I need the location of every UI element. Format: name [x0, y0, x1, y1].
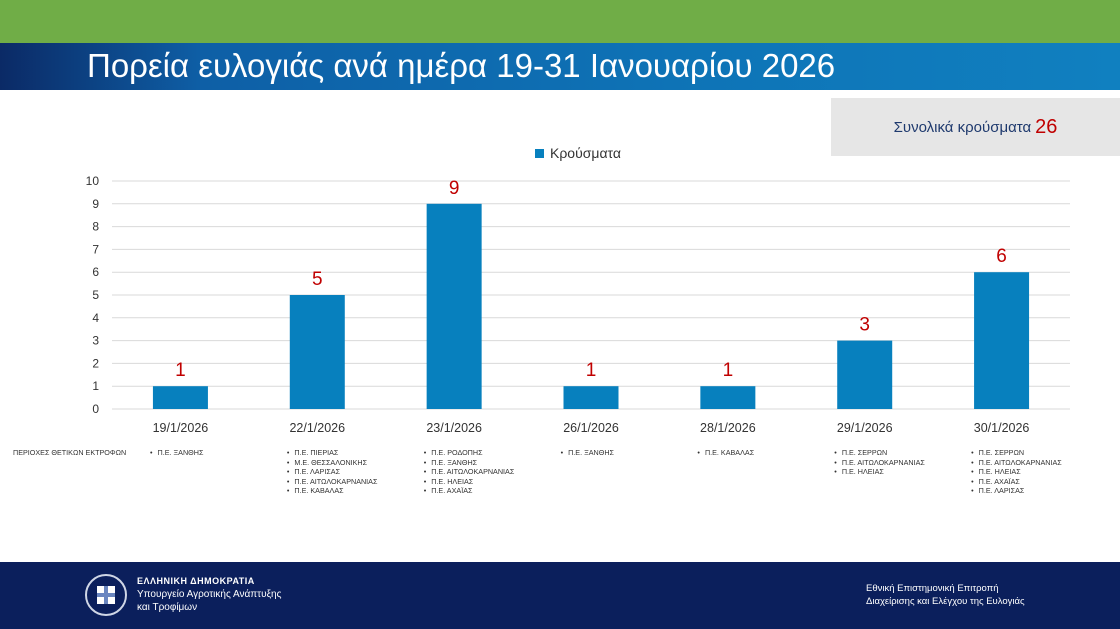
y-tick-label: 10 [86, 174, 100, 188]
y-tick-label: 7 [92, 242, 99, 256]
y-tick-label: 6 [92, 265, 99, 279]
region-item: Π.Ε. ΣΕΡΡΩΝ [971, 448, 1062, 458]
y-tick-label: 8 [92, 220, 99, 234]
regions-label: ΠΕΡΙΟΧΕΣ ΘΕΤΙΚΩΝ ΕΚΤΡΟΦΩΝ [13, 448, 127, 457]
region-list: Π.Ε. ΡΟΔΟΠΗΣΠ.Ε. ΞΑΝΘΗΣΠ.Ε. ΑΙΤΩΛΟΚΑΡΝΑΝ… [424, 448, 515, 496]
region-item: Π.Ε. ΑΙΤΩΛΟΚΑΡΝΑΝΙΑΣ [287, 477, 377, 487]
region-list: Π.Ε. ΣΕΡΡΩΝΠ.Ε. ΑΙΤΩΛΟΚΑΡΝΑΝΙΑΣΠ.Ε. ΗΛΕΙ… [971, 448, 1062, 496]
bar [700, 386, 756, 409]
y-tick-label: 0 [92, 402, 99, 416]
region-item: Π.Ε. ΑΧΑΪΑΣ [971, 477, 1062, 487]
y-tick-label: 1 [92, 379, 99, 393]
bar [563, 386, 619, 409]
bar [152, 386, 208, 409]
footer-org-line2: Υπουργείο Αγροτικής Ανάπτυξης [137, 589, 282, 600]
region-list: Π.Ε. ΞΑΝΘΗΣ [561, 448, 614, 458]
bar [837, 340, 893, 409]
x-tick-label: 28/1/2026 [700, 421, 756, 435]
total-value: 26 [1035, 115, 1058, 138]
x-tick-label: 29/1/2026 [837, 421, 893, 435]
data-label: 6 [996, 246, 1007, 267]
data-label: 3 [859, 315, 870, 336]
footer-org-line1: ΕΛΛΗΝΙΚΗ ΔΗΜΟΚΡΑΤΙΑ [137, 576, 255, 586]
footer-org-line3: και Τροφίμων [137, 602, 198, 613]
y-tick-label: 5 [92, 288, 99, 302]
x-tick-label: 26/1/2026 [563, 421, 619, 435]
x-tick-label: 23/1/2026 [426, 421, 482, 435]
footer: ΕΛΛΗΝΙΚΗ ΔΗΜΟΚΡΑΤΙΑ Υπουργείο Αγροτικής … [0, 562, 1120, 629]
y-tick-label: 3 [92, 334, 99, 348]
legend-swatch [535, 148, 544, 158]
page-title: Πορεία ευλογιάς ανά ημέρα 19-31 Ιανουαρί… [87, 47, 836, 84]
y-tick-label: 4 [92, 311, 99, 325]
x-tick-label: 22/1/2026 [289, 421, 345, 435]
chart-legend: Κρούσματα [535, 145, 621, 161]
data-label: 1 [175, 360, 186, 381]
region-item: Π.Ε. ΑΧΑΪΑΣ [424, 486, 515, 496]
bar-chart: 0 1 2 3 4 5 6 7 8 9 10 1 19/1/2026 5 22/1/2026 9 23/1/20… [86, 174, 1070, 435]
x-tick-label: 30/1/2026 [974, 421, 1030, 435]
region-item: Π.Ε. ΛΑΡΙΣΑΣ [287, 467, 378, 477]
region-item: Π.Ε. ΛΑΡΙΣΑΣ [971, 486, 1062, 496]
data-label: 9 [449, 178, 460, 199]
region-item: Π.Ε. ΠΙΕΡΙΑΣ [287, 448, 378, 458]
region-list: Π.Ε. ΚΑΒΑΛΑΣ [697, 448, 754, 458]
title-bar: Πορεία ευλογιάς ανά ημέρα 19-31 Ιανουαρί… [0, 43, 1120, 90]
region-item: Π.Ε. ΗΛΕΙΑΣ [424, 477, 515, 487]
footer-committee-line2: Διαχείρισης και Ελέγχου της Ευλογιάς [866, 596, 1025, 607]
top-band [0, 0, 1120, 43]
region-item: Π.Ε. ΑΙΤΩΛΟΚΑΡΝΑΝΙΑΣ [424, 467, 514, 477]
region-item: Π.Ε. ΞΑΝΘΗΣ [150, 448, 204, 458]
region-item: Π.Ε. ΑΙΤΩΛΟΚΑΡΝΑΝΙΑΣ [834, 458, 925, 468]
y-tick-label: 9 [92, 197, 99, 211]
total-cases-box: Συνολικά κρούσματα 26 [831, 98, 1120, 156]
region-item: Π.Ε. ΚΑΒΑΛΑΣ [287, 486, 378, 496]
bar [974, 272, 1030, 409]
region-item: Π.Ε. ΚΑΒΑΛΑΣ [697, 448, 754, 458]
footer-committee-line1: Εθνική Επιστημονική Επιτροπή [866, 583, 999, 594]
bar [426, 203, 482, 409]
legend-label: Κρούσματα [550, 145, 621, 161]
region-list: Π.Ε. ΞΑΝΘΗΣ [150, 448, 204, 458]
data-label: 1 [586, 360, 597, 381]
y-tick-label: 2 [92, 356, 99, 370]
region-item: Π.Ε. ΞΑΝΘΗΣ [424, 458, 515, 468]
bar [289, 295, 345, 409]
region-item: Π.Ε. ΗΛΕΙΑΣ [834, 467, 925, 477]
region-list: Π.Ε. ΠΙΕΡΙΑΣΜ.Ε. ΘΕΣΣΑΛΟΝΙΚΗΣΠ.Ε. ΛΑΡΙΣΑ… [287, 448, 378, 496]
region-item: Π.Ε. ΗΛΕΙΑΣ [971, 467, 1062, 477]
x-tick-label: 19/1/2026 [153, 421, 209, 435]
region-item: Π.Ε. ΣΕΡΡΩΝ [834, 448, 925, 458]
data-label: 5 [312, 269, 323, 290]
region-list: Π.Ε. ΣΕΡΡΩΝΠ.Ε. ΑΙΤΩΛΟΚΑΡΝΑΝΙΑΣΠ.Ε. ΗΛΕΙ… [834, 448, 925, 477]
data-label: 1 [723, 360, 734, 381]
region-item: Π.Ε. ΑΙΤΩΛΟΚΑΡΝΑΝΙΑΣ [971, 458, 1062, 468]
region-item: Μ.Ε. ΘΕΣΣΑΛΟΝΙΚΗΣ [287, 458, 378, 468]
greek-emblem-logo [85, 574, 127, 616]
region-item: Π.Ε. ΡΟΔΟΠΗΣ [424, 448, 515, 458]
total-label: Συνολικά κρούσματα [893, 118, 1032, 136]
region-item: Π.Ε. ΞΑΝΘΗΣ [561, 448, 614, 458]
